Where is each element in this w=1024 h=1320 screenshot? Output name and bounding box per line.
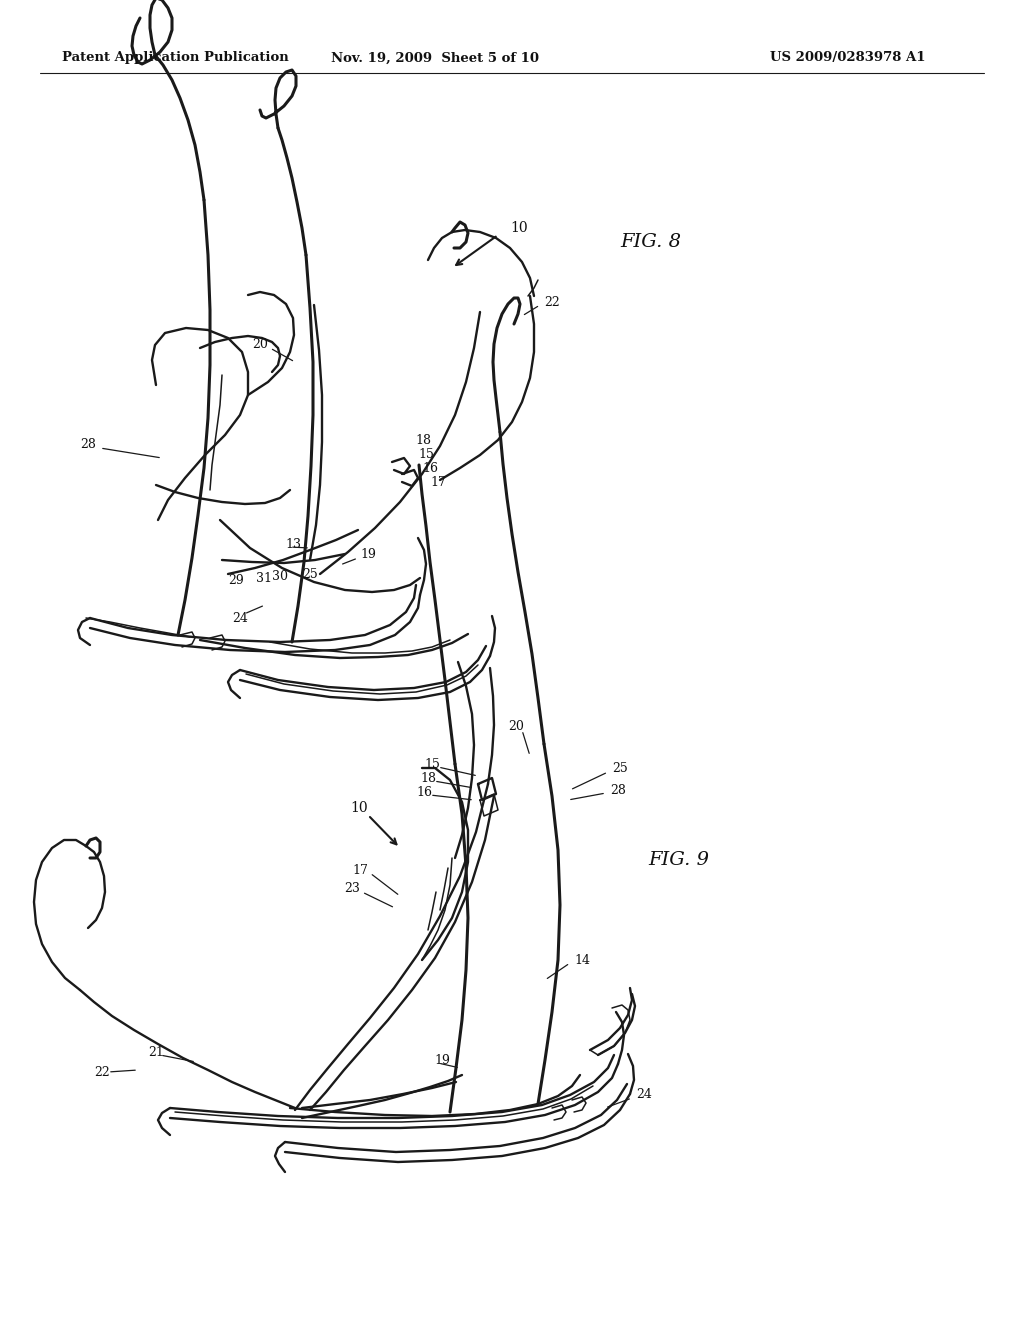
Text: 16: 16 [416,785,432,799]
Text: 22: 22 [544,296,560,309]
Text: 21: 21 [148,1045,164,1059]
Text: 15: 15 [418,447,434,461]
Text: 24: 24 [232,611,248,624]
Text: 18: 18 [420,771,436,784]
Text: 19: 19 [360,549,376,561]
Text: 18: 18 [415,433,431,446]
Text: Nov. 19, 2009  Sheet 5 of 10: Nov. 19, 2009 Sheet 5 of 10 [331,51,539,65]
Text: US 2009/0283978 A1: US 2009/0283978 A1 [770,51,926,65]
Text: 16: 16 [422,462,438,474]
Text: 29: 29 [228,573,244,586]
Text: 30: 30 [272,569,288,582]
Text: 20: 20 [508,719,524,733]
Text: 10: 10 [510,220,527,235]
Text: 28: 28 [80,438,96,451]
Text: 25: 25 [302,568,317,581]
Text: 24: 24 [636,1089,652,1101]
Text: FIG. 9: FIG. 9 [648,851,709,869]
Text: 20: 20 [252,338,268,351]
Text: Patent Application Publication: Patent Application Publication [62,51,289,65]
Text: 23: 23 [344,882,360,895]
Text: 17: 17 [430,475,445,488]
Text: 14: 14 [574,953,590,966]
Text: 28: 28 [610,784,626,796]
Text: 13: 13 [285,539,301,552]
Text: 19: 19 [434,1053,450,1067]
Text: 17: 17 [352,863,368,876]
Text: 15: 15 [424,758,440,771]
Text: FIG. 8: FIG. 8 [620,234,681,251]
Text: 25: 25 [612,762,628,775]
Text: 22: 22 [94,1065,110,1078]
Text: 10: 10 [350,801,368,814]
Text: 31: 31 [256,572,272,585]
